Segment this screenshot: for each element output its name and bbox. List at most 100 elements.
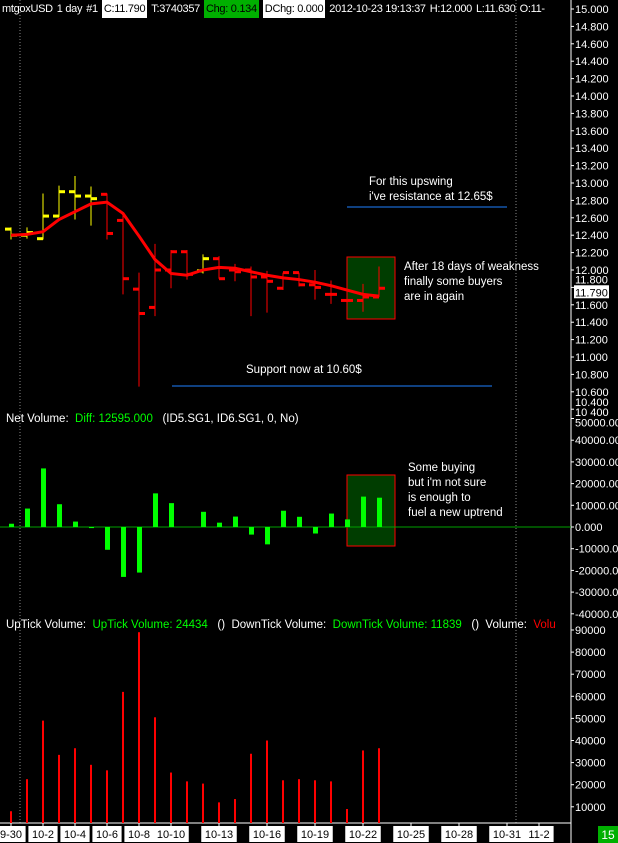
buying-annotation: Some buying but i'm not sure is enough t… — [408, 462, 503, 519]
price-tick-label: 13.200 — [575, 161, 609, 173]
volume-tick-label: 20000 — [575, 780, 606, 792]
uptick-title: UpTick Volume: — [6, 619, 87, 631]
ohlc-bar-close — [363, 295, 369, 299]
x-tick-label-box — [249, 826, 285, 842]
price-tick-label: 11.400 — [575, 317, 608, 329]
ohlc-bar-close — [203, 257, 209, 261]
volume-bar — [106, 770, 108, 823]
volume-bar — [362, 750, 364, 823]
volume-bar — [138, 632, 140, 823]
ohlc-bar-open — [213, 257, 219, 261]
x-tick-label: 10-16 — [253, 829, 281, 841]
price-tick-label: 12.600 — [575, 213, 609, 225]
x-tick-label-box — [297, 826, 333, 842]
volume-bar — [42, 720, 44, 823]
net-volume-tick-label: -30000.000 — [575, 587, 618, 599]
x-tick-label: 10-2 — [32, 829, 54, 841]
ohlc-bar-close — [235, 270, 241, 274]
ohlc-bar-open — [69, 190, 75, 194]
volume-bar — [26, 779, 28, 823]
ohlc-bar-close — [219, 277, 225, 281]
ohlc-bar-open — [133, 287, 139, 291]
net-volume-bar — [297, 516, 302, 527]
net-volume-bar — [217, 522, 222, 527]
x-tick-label: 10-19 — [301, 829, 329, 841]
ohlc-bar-open — [53, 214, 59, 218]
x-tick-label: 10-25 — [397, 829, 425, 841]
price-tick-label: 12.000 — [575, 265, 609, 277]
x-tick-label: 10-8 — [128, 829, 150, 841]
price-highlight-box — [346, 256, 396, 320]
x-tick-label: 11-2 — [528, 829, 549, 841]
x-tick-label-box — [441, 826, 477, 842]
volume-bar — [298, 779, 300, 823]
price-tick-label: 11.600 — [575, 300, 608, 312]
price-tick-label-cut: 10 400 — [575, 407, 609, 419]
net-volume-tick-label: 20000.000 — [575, 479, 618, 491]
net-volume-bar — [201, 511, 206, 527]
price-tick-label: 14.800 — [575, 21, 609, 33]
ohlc-bar-open — [149, 305, 155, 309]
volume-bar — [10, 811, 12, 823]
price-tick-label: 11.000 — [575, 352, 608, 364]
volume-bar — [202, 783, 204, 823]
price-tick-label: 11.800 — [575, 274, 608, 286]
volume-bar — [122, 691, 124, 823]
bar-count-badge-label: 15 — [601, 828, 615, 842]
x-tick-label-box — [124, 826, 154, 842]
x-tick-label: 10-13 — [205, 829, 233, 841]
net-volume-bar — [313, 527, 318, 534]
net-volume-tick-label: 10000.000 — [575, 500, 618, 512]
net-volume-bar — [57, 504, 62, 527]
last-price-label: 11.790 — [575, 287, 608, 299]
downtick-title: DownTick Volume: — [231, 619, 327, 631]
low-value: L:11.630 — [475, 3, 516, 15]
x-tick-label: 10-31 — [493, 829, 521, 841]
volume-bar — [186, 781, 188, 823]
resistance-annotation: For this upswing i've resistance at 12.6… — [369, 176, 493, 203]
ohlc-bar-open — [5, 227, 11, 231]
net-volume-diff: Diff: 12595.000 — [75, 413, 153, 425]
x-tick-label: 10-10 — [157, 829, 185, 841]
volume-bar — [74, 748, 76, 823]
ohlc-bar-close — [171, 250, 177, 254]
net-volume-bar — [361, 496, 366, 527]
volume-header: UpTick Volume: UpTick Volume: 24434 () D… — [6, 619, 570, 631]
ohlc-bar-close — [107, 231, 113, 235]
price-tick-label: 10.800 — [575, 369, 609, 381]
x-tick-label: 10-22 — [349, 829, 377, 841]
price-tick-label: 13.400 — [575, 143, 609, 155]
net-volume-bar — [153, 493, 158, 527]
x-tick-label: 9-30 — [0, 829, 22, 841]
ohlc-bar-open — [325, 292, 331, 296]
net-volume-bar — [121, 527, 126, 577]
volume-bar — [378, 748, 380, 823]
x-tick-label: 10-4 — [64, 829, 86, 841]
price-tick-label: 15.000 — [575, 4, 609, 16]
net-volume-params: (ID5.SG1, ID6.SG1, 0, No) — [162, 413, 299, 425]
price-tick-label: 14.000 — [575, 91, 609, 103]
volume-bar — [250, 753, 252, 823]
net-volume-bar — [249, 527, 254, 535]
x-tick-label-box — [60, 826, 90, 842]
ohlc-bar-close — [155, 268, 161, 272]
ohlc-bar-open — [101, 192, 107, 196]
x-tick-label-box — [92, 826, 122, 842]
volume-tick-label: 90000 — [575, 625, 606, 637]
volume-tick-label: 10000 — [575, 802, 606, 814]
x-tick-label-box — [345, 826, 381, 842]
volume-bar — [90, 764, 92, 823]
net-volume-highlight-box — [346, 474, 396, 547]
price-tick-label: 12.200 — [575, 248, 609, 260]
daily-change-value: DChg: 0.000 — [262, 0, 326, 18]
price-tick-label: 13.800 — [575, 108, 609, 120]
support-annotation: Support now at 10.60$ — [246, 364, 362, 376]
net-volume-bar — [89, 527, 94, 529]
price-tick-label: 12.400 — [575, 230, 609, 242]
x-tick-label-box — [524, 826, 554, 842]
net-volume-bar — [137, 527, 142, 573]
x-tick-label-box — [393, 826, 429, 842]
volume-bar — [170, 772, 172, 823]
volume-bar — [282, 780, 284, 823]
